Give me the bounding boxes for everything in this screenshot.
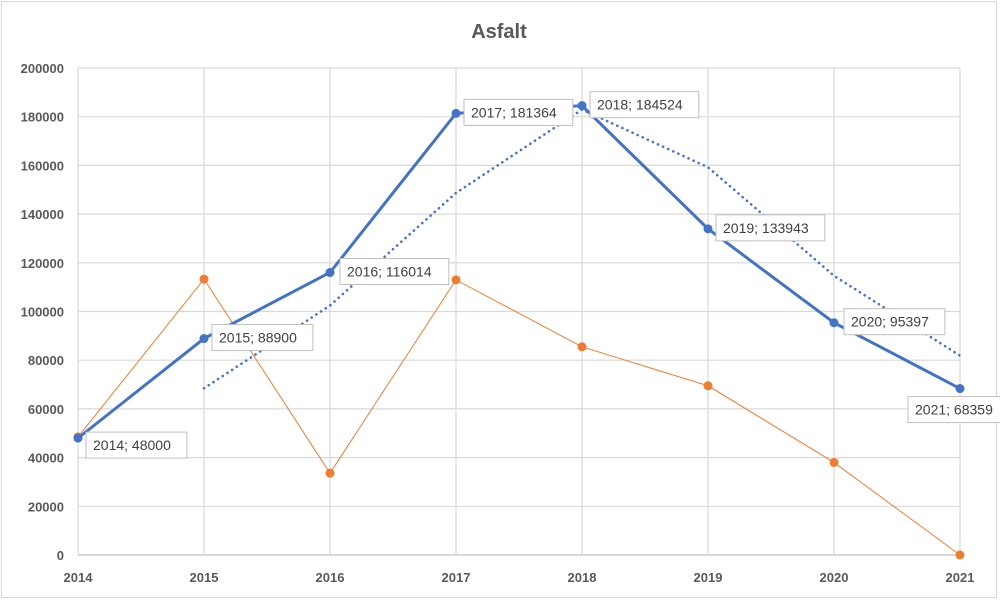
data-point[interactable]	[199, 274, 209, 284]
data-point[interactable]	[325, 268, 335, 278]
data-point[interactable]	[577, 101, 587, 111]
data-point[interactable]	[703, 381, 713, 391]
series-line-2	[77, 278, 961, 556]
data-point[interactable]	[325, 468, 335, 478]
y-tick-label: 120000	[21, 256, 64, 271]
data-label: 2019; 133943	[715, 214, 826, 242]
data-point[interactable]	[955, 384, 965, 394]
x-tick-label: 2019	[694, 570, 723, 585]
data-label: 2021; 68359	[907, 396, 1000, 424]
data-label: 2018; 184524	[589, 91, 700, 119]
data-label: 2016; 116014	[339, 258, 450, 286]
y-tick-label: 140000	[21, 207, 64, 222]
x-tick-label: 2016	[316, 570, 345, 585]
x-tick-label: 2017	[442, 570, 471, 585]
x-tick-label: 2020	[820, 570, 849, 585]
data-point[interactable]	[199, 334, 209, 344]
x-tick-label: 2018	[568, 570, 597, 585]
y-tick-label: 40000	[28, 451, 64, 466]
y-tick-label: 0	[57, 548, 64, 563]
y-tick-label: 80000	[28, 353, 64, 368]
y-tick-label: 180000	[21, 110, 64, 125]
y-tick-label: 160000	[21, 158, 64, 173]
chart-title: Asfalt	[471, 21, 527, 43]
data-point[interactable]	[955, 550, 965, 560]
data-label-text: 2020; 95397	[851, 314, 929, 330]
series-line-1	[77, 104, 961, 440]
data-point[interactable]	[703, 224, 713, 234]
data-point[interactable]	[829, 457, 839, 467]
data-label: 2020; 95397	[843, 308, 946, 336]
y-tick-label: 200000	[21, 61, 64, 76]
data-label-text: 2014; 48000	[93, 437, 171, 453]
data-label-text: 2015; 88900	[219, 330, 297, 346]
data-label: 2017; 181364	[463, 98, 574, 126]
data-label: 2014; 48000	[85, 431, 188, 459]
data-label-text: 2016; 116014	[347, 264, 432, 280]
data-point[interactable]	[451, 108, 461, 118]
data-point[interactable]	[73, 433, 83, 443]
y-tick-label: 60000	[28, 402, 64, 417]
x-tick-label: 2021	[946, 570, 975, 585]
x-tick-label: 2015	[190, 570, 219, 585]
data-label-text: 2019; 133943	[723, 220, 809, 236]
y-tick-label: 100000	[21, 305, 64, 320]
data-label-text: 2018; 184524	[597, 97, 683, 113]
data-point[interactable]	[451, 275, 461, 285]
data-label-text: 2017; 181364	[471, 104, 557, 120]
data-label-text: 2021; 68359	[915, 402, 993, 418]
data-point[interactable]	[577, 342, 587, 352]
x-tick-label: 2014	[64, 570, 94, 585]
data-point[interactable]	[829, 318, 839, 328]
data-label: 2015; 88900	[211, 324, 314, 352]
y-tick-label: 20000	[28, 499, 64, 514]
